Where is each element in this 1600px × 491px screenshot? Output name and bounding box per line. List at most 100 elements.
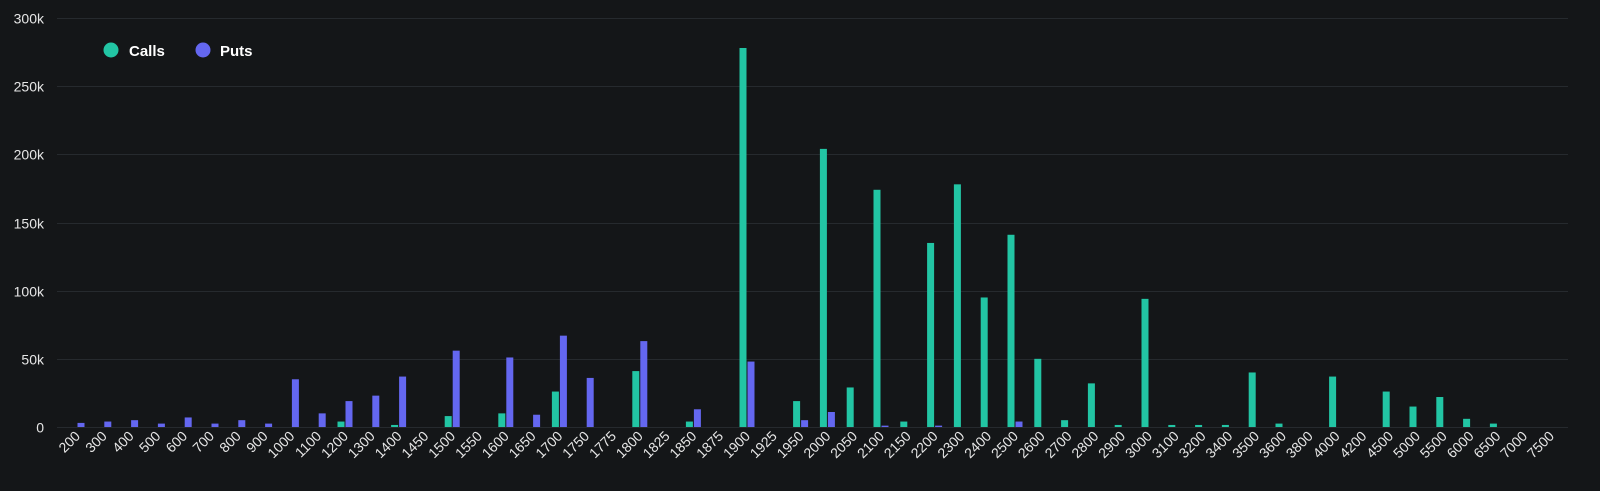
bar-puts-1500[interactable] — [452, 350, 460, 427]
x-tick-label: 1900 — [720, 428, 753, 461]
bar-puts-1850[interactable] — [693, 409, 701, 427]
bar-calls-2800[interactable] — [1087, 383, 1095, 427]
bar-puts-1650[interactable] — [533, 414, 541, 427]
bar-calls-6500[interactable] — [1489, 423, 1497, 427]
bar-puts-900[interactable] — [265, 423, 273, 427]
bar-calls-3500[interactable] — [1248, 372, 1256, 427]
bar-calls-5000[interactable] — [1409, 406, 1417, 427]
x-tick-label: 3100 — [1149, 428, 1182, 461]
x-tick-label: 2400 — [961, 428, 994, 461]
bar-puts-2100[interactable] — [881, 425, 889, 427]
bar-calls-3100[interactable] — [1168, 424, 1176, 427]
x-tick-label: 1950 — [773, 428, 806, 461]
bar-calls-2900[interactable] — [1114, 424, 1122, 427]
bar-calls-2500[interactable] — [1007, 234, 1015, 427]
bar-puts-1000[interactable] — [291, 379, 299, 427]
bar-calls-2000[interactable] — [819, 148, 827, 427]
bar-calls-1400[interactable] — [391, 424, 399, 427]
bar-calls-1900[interactable] — [739, 47, 747, 428]
bar-puts-1700[interactable] — [559, 335, 567, 427]
x-tick-label: 7000 — [1497, 428, 1530, 461]
bar-calls-3200[interactable] — [1195, 424, 1203, 427]
bar-calls-3400[interactable] — [1221, 424, 1229, 427]
bar-calls-2400[interactable] — [980, 297, 988, 427]
bar-calls-2300[interactable] — [953, 184, 961, 427]
bar-puts-1100[interactable] — [318, 413, 326, 427]
bar-puts-600[interactable] — [184, 417, 192, 427]
y-axis-labels: 0 50k 100k 150k 200k 250k 300k — [14, 11, 45, 436]
bar-calls-5500[interactable] — [1436, 397, 1444, 427]
legend-item-puts[interactable]: Puts — [195, 42, 253, 61]
x-tick-label: 2800 — [1068, 428, 1101, 461]
x-tick-label: 500 — [136, 428, 164, 456]
bar-calls-2050[interactable] — [846, 387, 854, 427]
x-tick-label: 1200 — [318, 428, 351, 461]
bar-puts-1600[interactable] — [506, 357, 514, 427]
x-tick-label: 3500 — [1229, 428, 1262, 461]
bar-puts-2500[interactable] — [1015, 421, 1023, 427]
bar-puts-500[interactable] — [157, 423, 165, 427]
bar-puts-1800[interactable] — [640, 341, 648, 427]
grid-lines — [57, 18, 1568, 428]
x-tick-label: 4200 — [1336, 428, 1369, 461]
x-tick-label: 2200 — [907, 428, 940, 461]
bar-calls-1600[interactable] — [498, 413, 506, 427]
legend-marker-calls — [103, 42, 119, 58]
bar-calls-3600[interactable] — [1275, 423, 1283, 427]
x-tick-label: 2500 — [988, 428, 1021, 461]
x-tick-label: 3000 — [1122, 428, 1155, 461]
legend-item-calls[interactable]: Calls — [103, 42, 165, 61]
bar-calls-4500[interactable] — [1382, 391, 1390, 427]
bar-calls-1700[interactable] — [551, 391, 559, 427]
bar-puts-1950[interactable] — [801, 420, 809, 427]
x-tick-label: 3800 — [1283, 428, 1316, 461]
x-tick-label: 2600 — [1015, 428, 1048, 461]
x-tick-label: 1800 — [613, 428, 646, 461]
bar-calls-1950[interactable] — [793, 401, 801, 427]
x-tick-label: 600 — [162, 428, 190, 456]
bar-puts-1900[interactable] — [747, 361, 755, 427]
x-tick-label: 3200 — [1175, 428, 1208, 461]
x-tick-label: 2300 — [934, 428, 967, 461]
bar-calls-2150[interactable] — [900, 421, 908, 427]
x-tick-label: 1925 — [747, 428, 780, 461]
bar-calls-4000[interactable] — [1329, 376, 1337, 427]
bar-puts-400[interactable] — [131, 420, 139, 427]
x-tick-label: 1400 — [371, 428, 404, 461]
bar-puts-1300[interactable] — [372, 395, 380, 427]
bar-calls-1200[interactable] — [337, 421, 345, 427]
bar-puts-1200[interactable] — [345, 401, 353, 427]
x-tick-label: 1700 — [532, 428, 565, 461]
bar-puts-2000[interactable] — [827, 412, 835, 427]
bar-calls-1800[interactable] — [632, 371, 640, 427]
y-tick-label: 250k — [14, 79, 45, 95]
bar-calls-6000[interactable] — [1463, 418, 1471, 427]
x-tick-label: 1750 — [559, 428, 592, 461]
bar-puts-2200[interactable] — [935, 425, 943, 427]
bar-calls-1850[interactable] — [685, 421, 693, 427]
bar-calls-2600[interactable] — [1034, 358, 1042, 427]
bar-puts-700[interactable] — [211, 423, 219, 427]
bar-calls-3000[interactable] — [1141, 298, 1149, 427]
bar-calls-2200[interactable] — [927, 242, 935, 427]
bar-calls-2700[interactable] — [1061, 420, 1069, 427]
x-tick-label: 1300 — [345, 428, 378, 461]
x-tick-label: 6000 — [1443, 428, 1476, 461]
bar-puts-200[interactable] — [77, 422, 85, 427]
bar-puts-800[interactable] — [238, 420, 246, 427]
legend[interactable]: Calls Puts — [103, 42, 253, 61]
x-tick-label: 4000 — [1309, 428, 1342, 461]
x-tick-label: 1825 — [639, 428, 672, 461]
bar-calls-2100[interactable] — [873, 189, 881, 427]
x-tick-label: 7500 — [1524, 428, 1557, 461]
x-tick-label: 3600 — [1256, 428, 1289, 461]
bar-puts-1400[interactable] — [399, 376, 407, 427]
bar-calls-1500[interactable] — [444, 416, 452, 427]
bar-puts-300[interactable] — [104, 421, 112, 427]
x-tick-label: 6500 — [1470, 428, 1503, 461]
x-tick-label: 1850 — [666, 428, 699, 461]
bar-puts-1750[interactable] — [586, 377, 594, 427]
x-tick-label: 200 — [55, 428, 83, 456]
